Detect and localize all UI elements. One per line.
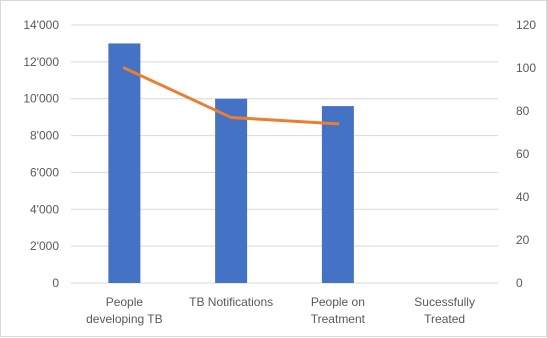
right-tick-label: 120 xyxy=(516,18,536,32)
right-tick-label: 0 xyxy=(516,276,523,290)
left-y-axis: 0 2'000 4'000 6'000 8'000 10'000 12'000 14'000 xyxy=(23,18,59,290)
right-tick-label: 40 xyxy=(516,190,530,204)
category-label-line: People xyxy=(106,295,144,309)
category-label: Sucessfully Treated xyxy=(414,295,475,326)
category-label-line: TB Notifications xyxy=(189,295,273,309)
bar xyxy=(108,43,141,283)
category-label-line: Treated xyxy=(424,312,465,326)
right-tick-label: 80 xyxy=(516,104,530,118)
gridlines xyxy=(71,24,498,284)
left-tick-label: 14'000 xyxy=(23,18,59,32)
left-tick-label: 6'000 xyxy=(30,165,59,179)
left-tick-label: 8'000 xyxy=(30,129,59,143)
left-tick-label: 0 xyxy=(52,276,59,290)
left-tick-label: 10'000 xyxy=(23,92,59,106)
category-label-line: developing TB xyxy=(86,312,163,326)
bar xyxy=(321,106,354,283)
right-tick-label: 20 xyxy=(516,233,530,247)
category-label-line: People on xyxy=(311,295,365,309)
category-label-line: Treatment xyxy=(311,312,366,326)
x-axis-categories: People developing TB TB Notifications Peopl… xyxy=(86,295,475,326)
category-label: People on Treatment xyxy=(311,295,366,326)
right-tick-label: 60 xyxy=(516,147,530,161)
right-y-axis: 0 20 40 60 80 100 120 xyxy=(516,18,536,290)
bar xyxy=(215,98,248,283)
bar-series xyxy=(108,43,354,283)
left-tick-label: 4'000 xyxy=(30,202,59,216)
category-label: People developing TB xyxy=(86,295,163,326)
category-label-line: Sucessfully xyxy=(414,295,475,309)
left-tick-label: 2'000 xyxy=(30,239,59,253)
left-tick-label: 12'000 xyxy=(23,55,59,69)
right-tick-label: 100 xyxy=(516,61,536,75)
category-label: TB Notifications xyxy=(189,295,273,309)
line-series xyxy=(122,66,340,126)
line-series-path xyxy=(122,66,340,126)
